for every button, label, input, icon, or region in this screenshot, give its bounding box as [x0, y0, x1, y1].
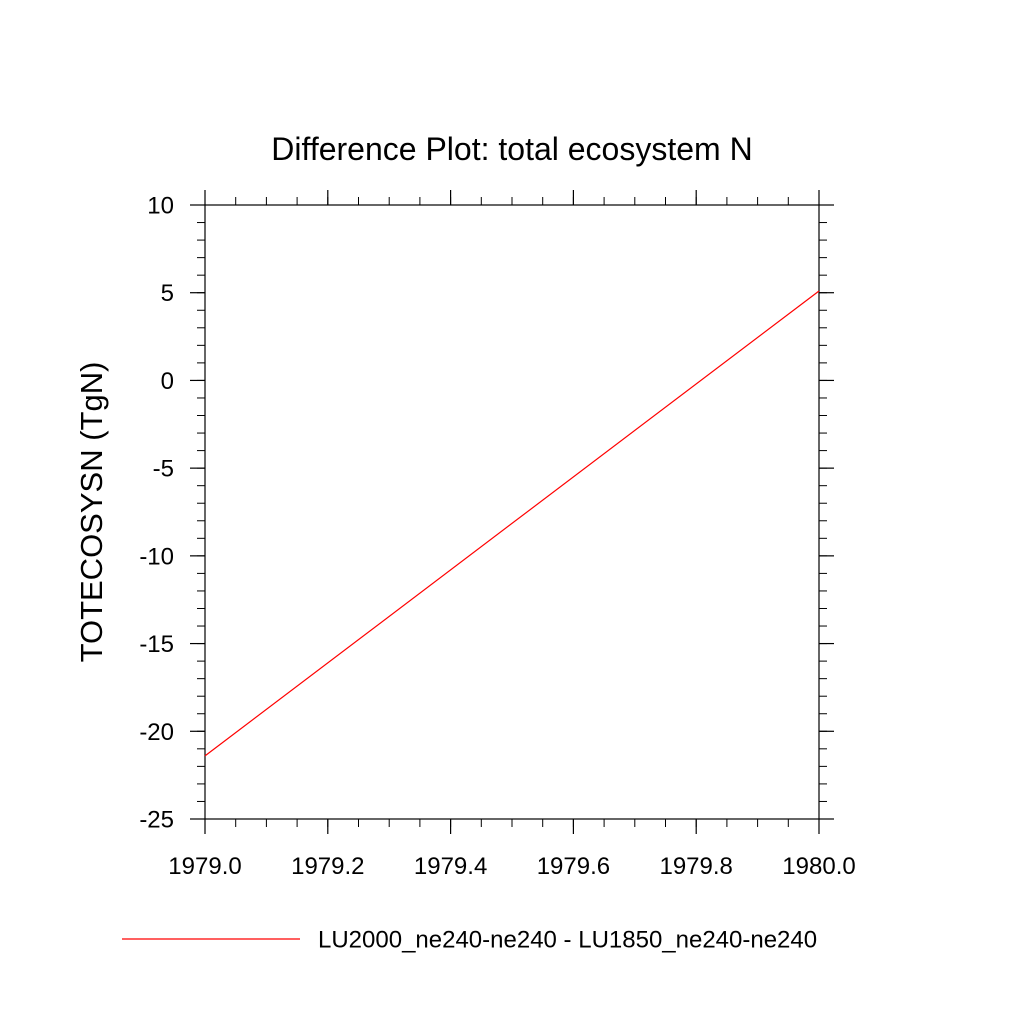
x-tick-label: 1979.6: [537, 853, 610, 880]
y-tick-label: -10: [139, 543, 174, 570]
y-tick-labels: -25 -20 -15 -10 -5 0 5 10: [139, 193, 174, 834]
y-axis-label: TOTECOSYSN (TgN): [74, 362, 109, 663]
y-tick-label: 5: [161, 280, 174, 307]
series-lines: [204, 290, 820, 757]
x-tick-label: 1980.0: [782, 853, 855, 880]
major-ticks: [190, 190, 834, 834]
x-tick-label: 1979.4: [414, 853, 487, 880]
y-tick-label: -20: [139, 719, 174, 746]
x-tick-label: 1979.8: [659, 853, 732, 880]
legend: LU2000_ne240-ne240 - LU1850_ne240-ne240: [122, 927, 817, 954]
x-tick-labels: 1979.0 1979.2 1979.4 1979.6 1979.8 1980.0: [168, 853, 855, 880]
y-tick-label: 10: [147, 193, 174, 220]
chart-title: Difference Plot: total ecosystem N: [271, 131, 752, 167]
plot-frame-rect: [204, 204, 820, 820]
minor-ticks: [197, 197, 827, 827]
series-line: [204, 290, 820, 757]
legend-label: LU2000_ne240-ne240 - LU1850_ne240-ne240: [318, 927, 817, 954]
y-tick-label: -25: [139, 807, 174, 834]
x-tick-label: 1979.2: [291, 853, 364, 880]
y-tick-label: 0: [161, 368, 174, 395]
plot-frame: [204, 204, 820, 820]
y-tick-label: -5: [153, 456, 174, 483]
y-tick-label: -15: [139, 631, 174, 658]
x-tick-label: 1979.0: [168, 853, 241, 880]
